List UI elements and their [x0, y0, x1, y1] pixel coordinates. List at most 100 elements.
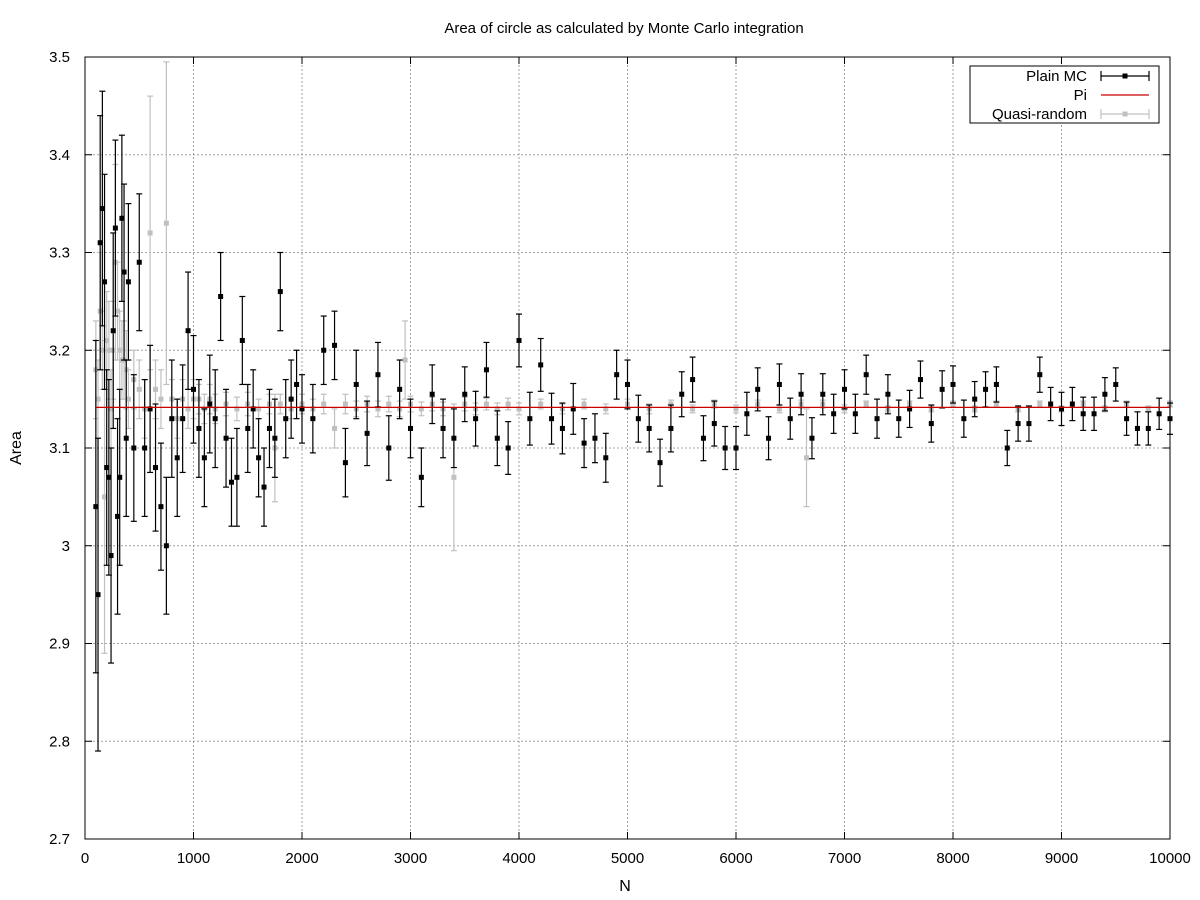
data-point: [112, 225, 118, 231]
data-point: [538, 362, 544, 368]
x-tick-label: 4000: [502, 850, 535, 867]
data-point: [1037, 401, 1043, 407]
data-point: [110, 328, 116, 334]
data-point: [104, 337, 110, 343]
data-point: [256, 455, 262, 461]
data-point: [228, 479, 234, 485]
y-tick-label: 3: [62, 538, 70, 555]
series-plain-mc: [92, 90, 1173, 752]
data-point: [196, 425, 202, 431]
y-tick-label: 3.4: [49, 147, 70, 164]
data-point: [117, 474, 123, 480]
data-point: [310, 416, 316, 422]
data-point: [121, 269, 127, 275]
data-point: [462, 391, 468, 397]
data-point: [1102, 391, 1108, 397]
data-point: [983, 386, 989, 392]
data-point: [1015, 421, 1021, 427]
data-point: [581, 401, 587, 407]
data-point: [625, 381, 630, 387]
data-point: [852, 411, 858, 417]
legend-label-plain-mc: Plain MC: [1026, 68, 1087, 85]
data-point: [429, 391, 435, 397]
data-point: [93, 504, 99, 510]
data-point: [1113, 381, 1119, 387]
data-point: [733, 406, 739, 412]
y-tick-label: 2.7: [49, 831, 70, 848]
data-point: [397, 386, 403, 392]
legend-swatch-quasi-random: [1100, 109, 1150, 119]
data-point: [1134, 425, 1140, 431]
y-tick-label: 2.9: [49, 636, 70, 653]
data-point: [266, 425, 272, 431]
data-point: [1145, 406, 1151, 412]
data-point: [993, 401, 999, 407]
data-point: [106, 474, 112, 480]
data-point: [245, 425, 251, 431]
data-point: [1156, 411, 1162, 417]
data-point: [993, 381, 999, 387]
data-point: [505, 401, 511, 407]
data-point: [581, 440, 587, 446]
data-point: [494, 406, 500, 412]
data-point: [668, 401, 674, 407]
data-point: [106, 347, 112, 353]
data-point: [570, 406, 576, 412]
data-point: [99, 206, 105, 212]
data-point: [939, 386, 945, 392]
data-point: [119, 215, 125, 221]
data-point: [592, 435, 598, 441]
legend: Plain MC Pi Quasi-random: [969, 65, 1160, 124]
data-point: [798, 391, 804, 397]
data-point: [95, 592, 101, 598]
data-point: [820, 391, 826, 397]
data-point: [874, 416, 880, 422]
y-tick-label: 3.1: [49, 440, 70, 457]
data-point: [690, 406, 696, 412]
data-point: [136, 259, 142, 265]
data-point: [690, 377, 696, 383]
series-quasi-random: [92, 61, 1173, 654]
data-point: [766, 435, 772, 441]
data-point: [831, 411, 837, 417]
data-point: [272, 435, 278, 441]
data-point: [1091, 411, 1097, 417]
y-tick-label: 3.2: [49, 342, 70, 359]
data-point: [342, 401, 348, 407]
data-point: [483, 367, 489, 373]
data-point: [201, 455, 207, 461]
data-point: [842, 386, 847, 392]
data-point: [158, 504, 164, 510]
data-point: [283, 416, 289, 422]
data-point: [722, 445, 728, 451]
data-point: [386, 401, 392, 407]
data-point: [353, 381, 359, 387]
data-point: [386, 445, 392, 451]
data-point: [549, 416, 555, 422]
data-point: [1069, 401, 1075, 407]
data-point: [418, 406, 424, 412]
data-point: [136, 386, 142, 392]
data-point: [277, 289, 283, 295]
legend-swatch-plain-mc: [1100, 71, 1150, 81]
data-point: [440, 425, 446, 431]
data-point: [261, 484, 267, 490]
data-point: [646, 425, 652, 431]
data-point: [153, 465, 159, 471]
data-point: [125, 279, 131, 285]
data-point: [559, 425, 565, 431]
y-tick-label: 3.3: [49, 245, 70, 262]
data-point: [104, 465, 110, 471]
data-point: [635, 416, 641, 422]
data-point: [1048, 401, 1054, 407]
data-point: [1080, 411, 1086, 417]
legend-label-quasi-random: Quasi-random: [992, 106, 1087, 123]
data-point: [603, 455, 609, 461]
x-tick-label: 1000: [177, 850, 210, 867]
data-point: [102, 279, 108, 285]
data-point: [473, 416, 479, 422]
y-tick-label: 3.5: [49, 49, 70, 66]
data-point: [147, 230, 153, 236]
data-point: [1124, 416, 1130, 422]
x-tick-label: 2000: [285, 850, 318, 867]
